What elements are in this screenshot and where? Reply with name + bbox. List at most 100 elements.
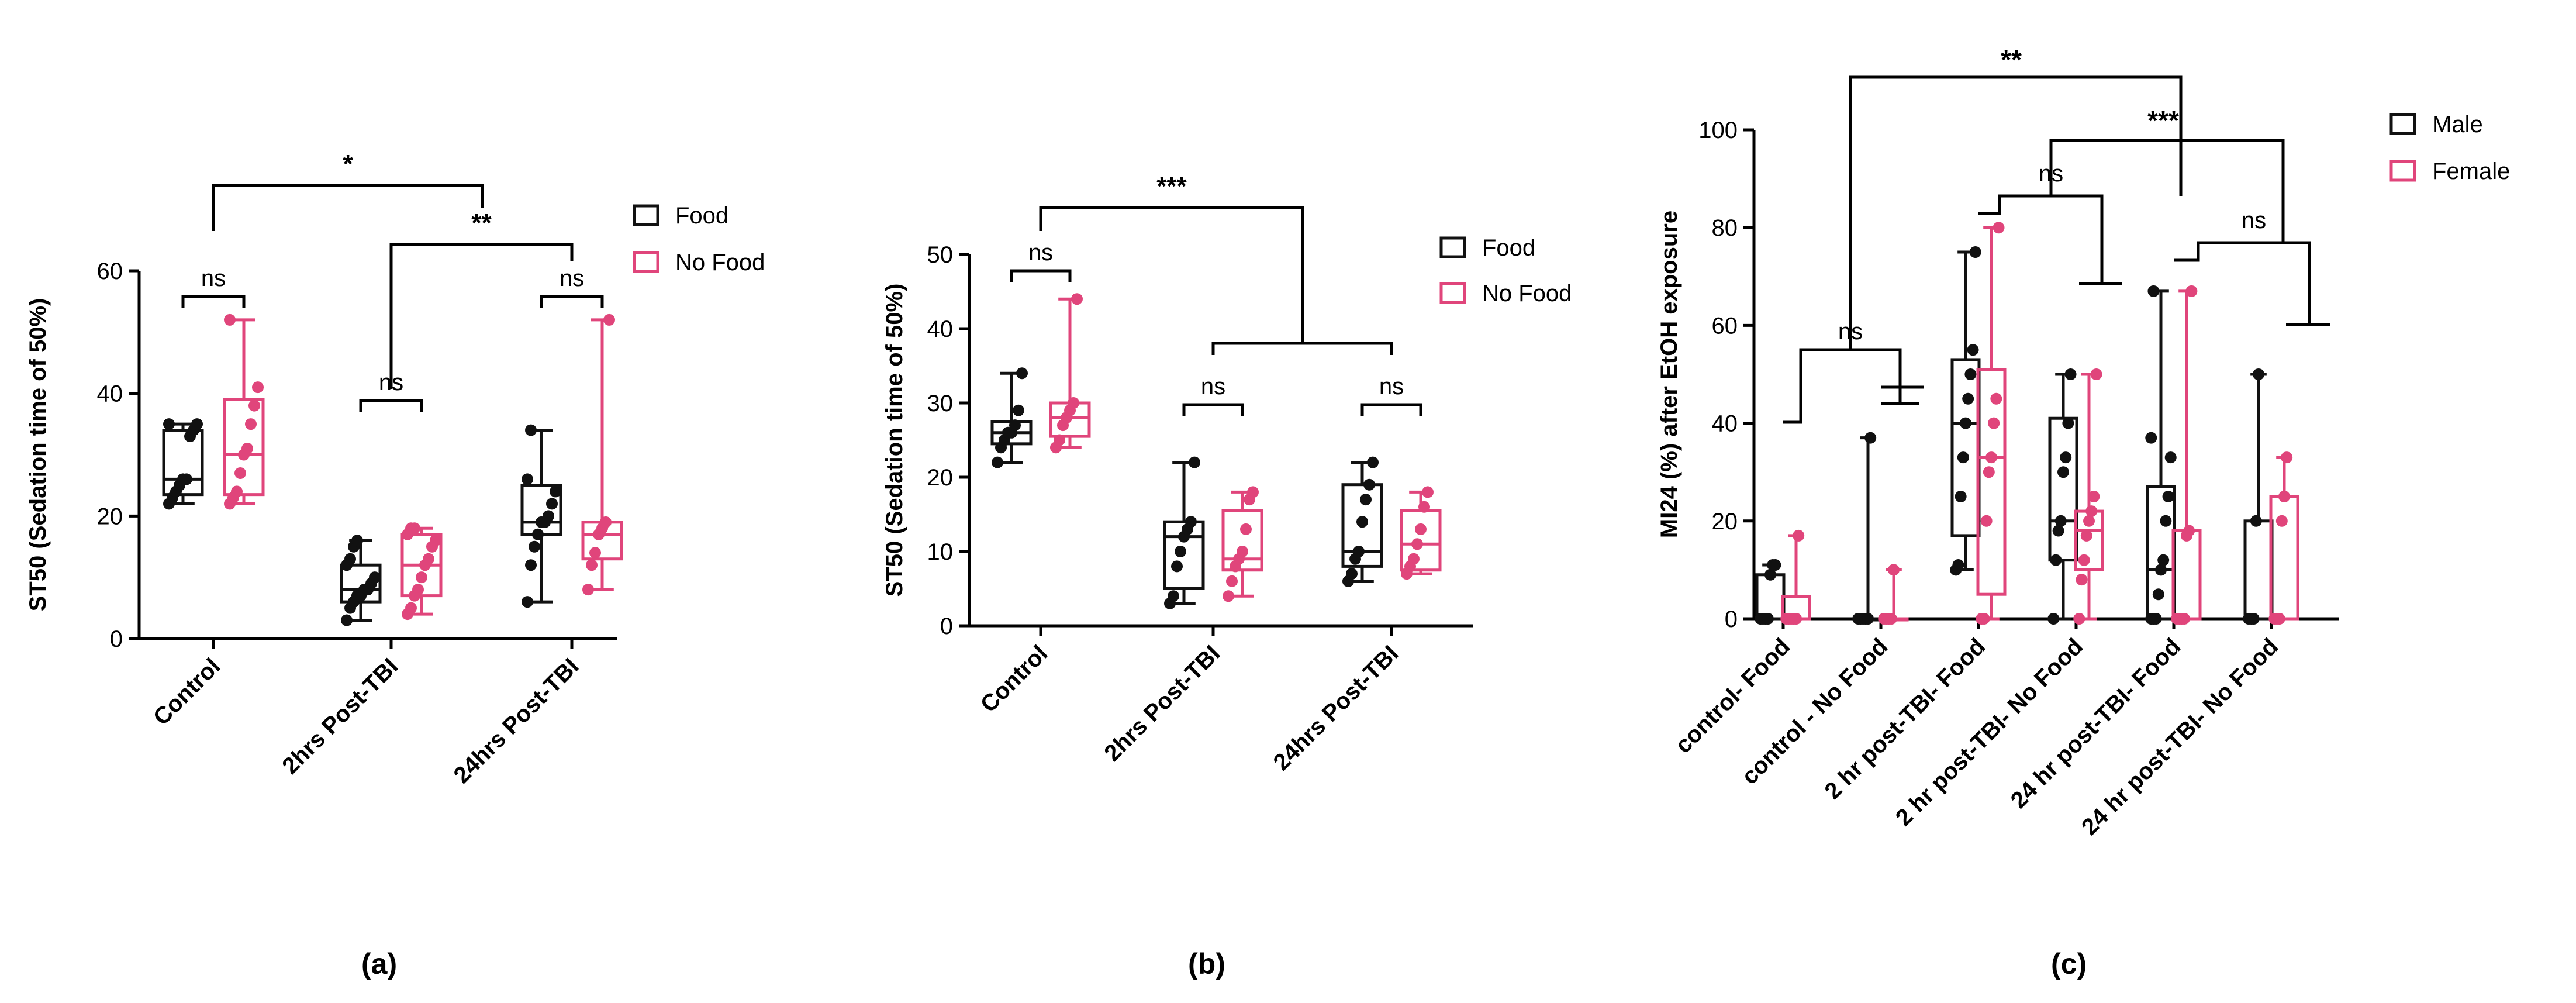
y-tick-label: 20: [97, 504, 123, 529]
box-no-food: [223, 313, 265, 510]
bracket-line: [1010, 269, 1072, 282]
box-iqr: [223, 398, 265, 497]
data-point: [1353, 546, 1365, 557]
data-point: [582, 584, 594, 596]
y-tick-label: 10: [927, 539, 954, 565]
data-point: [2157, 554, 2170, 566]
legend-label: Food: [1482, 235, 1535, 261]
box-female: [2073, 368, 2104, 625]
panel-label: (b): [1188, 947, 1225, 980]
box-no-food: [400, 522, 443, 621]
panel-a: 0 20 40 60 ST50 (Sedation time of 50%) Contro…: [25, 150, 765, 980]
significance-bracket: ns: [1010, 240, 1072, 282]
data-point: [2281, 451, 2293, 464]
data-point: [241, 443, 253, 455]
legend-swatch: [2389, 160, 2416, 182]
bracket-line: [540, 295, 604, 308]
x-tick-label: 2 hr post-TBI- No Food: [1891, 633, 2088, 830]
box-iqr: [2048, 416, 2078, 562]
box-female: [1976, 222, 2007, 625]
data-point: [1422, 486, 1434, 498]
data-point: [1967, 344, 1979, 356]
data-point: [248, 399, 260, 412]
data-point: [1013, 404, 1024, 416]
x-tick-label: 24 hr post-TBI- Food: [2006, 633, 2186, 814]
data-point: [603, 313, 615, 326]
bracket-line: [1211, 342, 1393, 355]
bracket-label: ns: [201, 266, 226, 291]
y-tick-label: 20: [1712, 509, 1738, 535]
data-point: [2047, 613, 2060, 625]
data-point: [1418, 501, 1430, 513]
data-point: [2076, 574, 2088, 586]
y-tick-label: 20: [927, 465, 954, 491]
panel-b: 0 10 20 30 40 50 ST50 (Sedation time of 50%) Co…: [882, 172, 1572, 980]
significance-bracket: ns: [181, 266, 246, 308]
x-tick-label: 2hrs Post-TBI: [1099, 640, 1225, 766]
x-tick-label: 24hrs Post-TBI: [1269, 640, 1404, 775]
data-point: [2250, 515, 2262, 527]
data-point: [405, 602, 417, 614]
data-point: [416, 571, 427, 584]
data-point: [589, 547, 601, 559]
box-female: [2268, 451, 2299, 625]
data-point: [1237, 546, 1248, 557]
box-iqr: [1976, 368, 2007, 596]
data-point: [1983, 466, 1995, 478]
data-point: [1223, 590, 1234, 602]
bracket-line: [359, 399, 423, 412]
data-point: [1240, 523, 1252, 535]
data-point: [600, 516, 612, 528]
box-food: [1341, 456, 1383, 587]
bracket-label: ns: [1379, 374, 1404, 399]
data-point: [2083, 515, 2095, 527]
data-point: [2183, 525, 2195, 537]
bracket-label: ***: [1156, 172, 1187, 201]
data-point: [2185, 285, 2198, 297]
data-point: [252, 381, 264, 394]
data-point: [344, 553, 356, 565]
box-iqr: [1221, 509, 1263, 572]
data-point: [1885, 613, 1897, 625]
box-no-food: [1049, 293, 1091, 454]
y-tick-label: 0: [1725, 606, 1738, 632]
data-point: [1952, 559, 1964, 571]
bracket-label: ***: [2147, 105, 2179, 136]
box-female: [1878, 564, 1909, 625]
data-point: [2162, 491, 2174, 502]
box-iqr: [2269, 495, 2299, 621]
significance-bracket: ns: [1360, 374, 1422, 416]
bracket-line: [1360, 403, 1422, 416]
data-point: [1957, 451, 1969, 464]
data-point: [369, 571, 381, 584]
data-point: [992, 456, 1003, 468]
x-tick-label: Control: [149, 653, 226, 730]
box-iqr: [2171, 529, 2202, 621]
data-point: [1071, 293, 1083, 305]
data-point: [1988, 417, 2000, 429]
data-point: [412, 584, 424, 596]
data-point: [191, 418, 203, 430]
data-point: [423, 553, 434, 565]
data-point: [550, 485, 561, 498]
y-axis-title: MI24 (%) after EtOH exposure: [1656, 211, 1682, 538]
bracket-line: [2174, 241, 2330, 326]
data-point: [1247, 486, 1259, 498]
data-point: [1171, 560, 1183, 573]
significance-bracket: *: [212, 150, 484, 231]
bracket-label: ns: [1201, 374, 1225, 399]
data-point: [1790, 613, 1802, 625]
data-point: [1175, 546, 1186, 557]
box-food: [340, 535, 382, 626]
data-point: [586, 559, 598, 571]
bracket-label: **: [2001, 44, 2022, 75]
data-point: [2164, 451, 2177, 464]
y-tick-label: 80: [1712, 215, 1738, 241]
bracket-line: [389, 243, 574, 389]
bracket-line: [2049, 139, 2285, 243]
y-tick-label: 0: [940, 613, 953, 639]
data-point: [2147, 285, 2160, 297]
significance-bracket: ns: [540, 266, 604, 308]
